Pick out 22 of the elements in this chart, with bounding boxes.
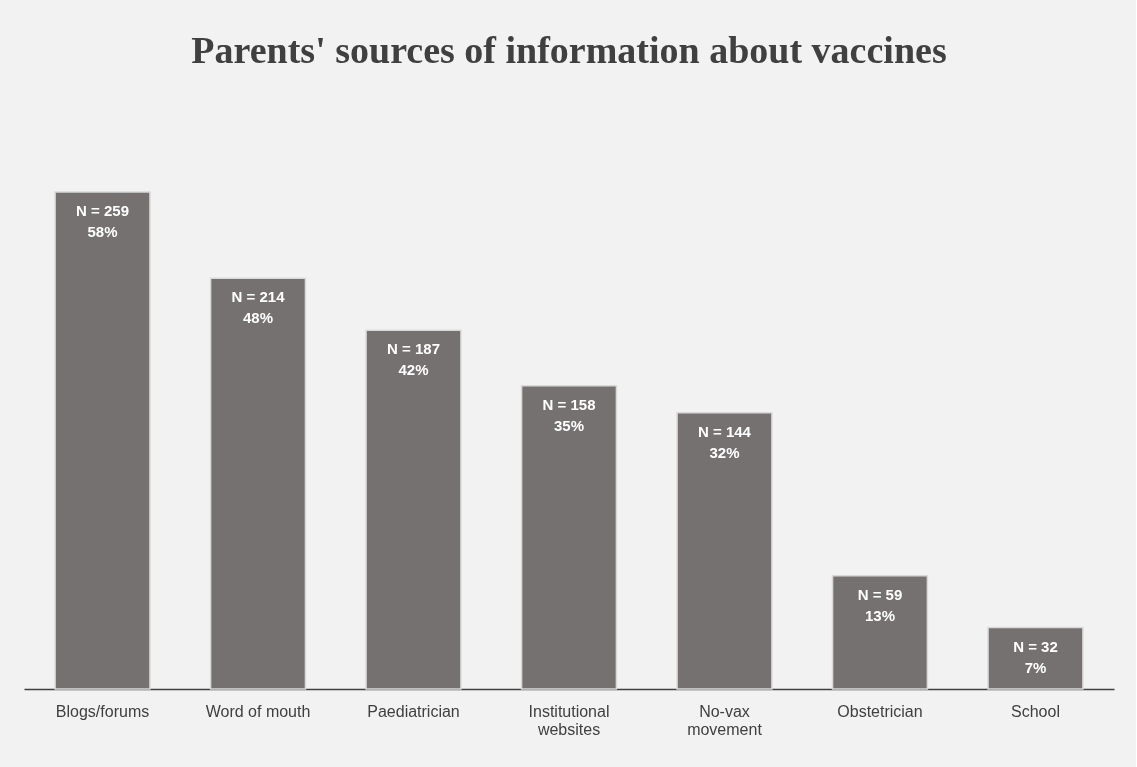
x-tick-label: School	[1011, 702, 1060, 720]
x-tick-label: Word of mouth	[205, 702, 311, 720]
bar	[831, 575, 929, 690]
x-tick-label: No-vax movement	[687, 702, 763, 738]
x-tick-label: Blogs/forums	[55, 702, 150, 720]
bar	[365, 329, 462, 690]
bar	[209, 277, 307, 690]
data-label: N = 214 48%	[231, 288, 286, 327]
x-tick-label: Paediatrician	[367, 702, 460, 720]
data-label: N = 259 58%	[76, 202, 130, 240]
chart-title: Parents' sources of information about vaccines	[191, 29, 947, 72]
x-tick-label: Obstetrician	[837, 702, 923, 720]
bar	[520, 385, 618, 690]
data-label: N = 59 13%	[857, 585, 903, 624]
bar	[54, 191, 151, 690]
bar	[987, 626, 1084, 690]
data-label: N = 32 7%	[1013, 637, 1058, 676]
x-tick-label: Institutional websites	[528, 702, 610, 738]
bar	[676, 411, 773, 690]
data-label: N = 187 42%	[387, 340, 440, 379]
data-label: N = 158 35%	[542, 395, 596, 434]
data-label: N = 144 32%	[698, 422, 752, 461]
